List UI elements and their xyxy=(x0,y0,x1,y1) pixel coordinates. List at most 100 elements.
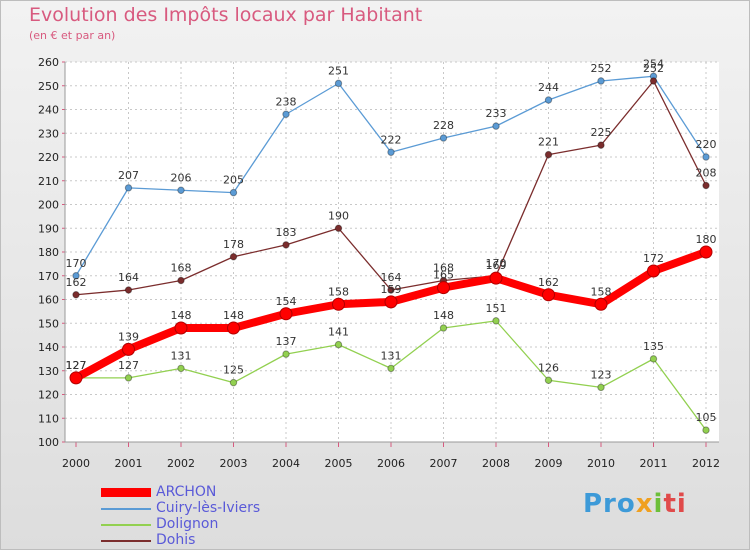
x-tick-label: 2009 xyxy=(535,457,563,470)
x-tick-label: 2005 xyxy=(325,457,353,470)
data-point xyxy=(439,324,448,332)
legend-swatch-archon xyxy=(101,488,151,497)
data-label: 206 xyxy=(171,171,192,184)
data-point xyxy=(122,342,135,356)
data-label: 164 xyxy=(381,271,402,284)
x-tick-label: 2012 xyxy=(692,457,720,470)
y-tick-label: 150 xyxy=(38,317,59,330)
x-tick-label: 2007 xyxy=(430,457,458,470)
data-label: 207 xyxy=(118,169,139,182)
y-tick-label: 250 xyxy=(38,80,59,93)
data-point xyxy=(597,141,605,149)
data-label: 125 xyxy=(223,364,244,377)
data-point xyxy=(437,281,450,295)
data-label: 222 xyxy=(381,133,402,146)
legend-label: Cuiry-lès-Iviers xyxy=(156,500,261,516)
y-tick-label: 140 xyxy=(38,341,59,354)
data-label: 148 xyxy=(433,309,454,322)
data-point xyxy=(597,383,605,392)
data-label: 172 xyxy=(643,252,664,265)
data-label: 148 xyxy=(171,309,192,322)
data-label: 220 xyxy=(696,138,717,151)
data-label: 162 xyxy=(66,276,87,289)
data-label: 105 xyxy=(696,411,717,424)
data-point xyxy=(649,355,658,363)
data-point xyxy=(702,181,710,190)
data-label: 170 xyxy=(66,257,87,270)
y-tick-label: 190 xyxy=(38,222,59,235)
data-point xyxy=(387,148,395,156)
data-point xyxy=(124,184,133,192)
data-label: 164 xyxy=(118,271,139,284)
data-label: 208 xyxy=(696,167,717,180)
data-point xyxy=(594,297,608,311)
y-tick-label: 160 xyxy=(38,294,59,307)
data-label: 168 xyxy=(433,262,454,275)
data-point xyxy=(174,321,188,335)
data-label: 168 xyxy=(171,262,192,275)
data-point xyxy=(544,96,553,104)
data-point xyxy=(334,340,343,349)
y-tick-label: 130 xyxy=(38,365,59,378)
data-label: 169 xyxy=(486,259,507,272)
proxiti-logo: Proxiti xyxy=(583,489,687,519)
data-label: 127 xyxy=(66,359,87,372)
data-label: 183 xyxy=(276,226,297,239)
data-label: 151 xyxy=(486,302,507,315)
x-tick-label: 2002 xyxy=(167,457,195,470)
y-tick-label: 240 xyxy=(38,104,59,117)
data-label: 148 xyxy=(223,309,244,322)
y-tick-label: 120 xyxy=(38,389,59,402)
data-point xyxy=(542,288,555,302)
data-point xyxy=(279,307,293,321)
data-label: 154 xyxy=(276,295,297,308)
y-tick-label: 170 xyxy=(38,270,59,283)
data-label: 158 xyxy=(328,285,349,298)
data-point xyxy=(282,110,290,118)
x-tick-label: 2008 xyxy=(482,457,510,470)
data-point xyxy=(649,77,658,85)
legend-swatch-cuiry xyxy=(101,508,151,510)
data-point xyxy=(282,241,290,249)
chart-subtitle: (en € et par an) xyxy=(29,29,116,42)
legend-swatch-dolignon xyxy=(101,524,151,526)
data-label: 190 xyxy=(328,209,349,222)
data-point xyxy=(334,79,343,88)
data-point xyxy=(544,376,553,384)
data-label: 254 xyxy=(643,57,664,70)
y-tick-label: 110 xyxy=(38,412,59,425)
data-label: 127 xyxy=(66,359,87,372)
data-point xyxy=(492,317,500,325)
data-point xyxy=(489,271,503,285)
data-point xyxy=(124,286,133,294)
y-tick-label: 200 xyxy=(38,199,59,212)
legend-swatch-dohis xyxy=(101,540,151,542)
data-label: 205 xyxy=(223,174,244,187)
data-point xyxy=(334,224,343,232)
data-point xyxy=(72,272,80,280)
x-tick-label: 2010 xyxy=(587,457,615,470)
data-label: 126 xyxy=(538,361,559,374)
chart-title: Evolution des Impôts locaux par Habitant xyxy=(29,4,423,26)
data-label: 123 xyxy=(591,368,612,381)
legend-label: ARCHON xyxy=(156,484,217,500)
data-point xyxy=(177,186,185,194)
data-point xyxy=(69,371,83,385)
data-label: 127 xyxy=(118,359,139,372)
legend-label: Dolignon xyxy=(156,516,219,532)
data-label: 170 xyxy=(486,257,507,270)
data-label: 238 xyxy=(276,95,297,108)
data-point xyxy=(387,364,395,373)
data-point xyxy=(597,77,605,85)
data-point xyxy=(177,364,185,373)
y-tick-label: 100 xyxy=(38,436,59,449)
data-point xyxy=(332,297,345,311)
data-label: 162 xyxy=(538,276,559,289)
x-tick-label: 2001 xyxy=(115,457,143,470)
data-label: 180 xyxy=(696,233,717,246)
legend-label: Dohis xyxy=(156,532,196,548)
data-point xyxy=(387,286,395,294)
data-label: 225 xyxy=(591,126,612,139)
